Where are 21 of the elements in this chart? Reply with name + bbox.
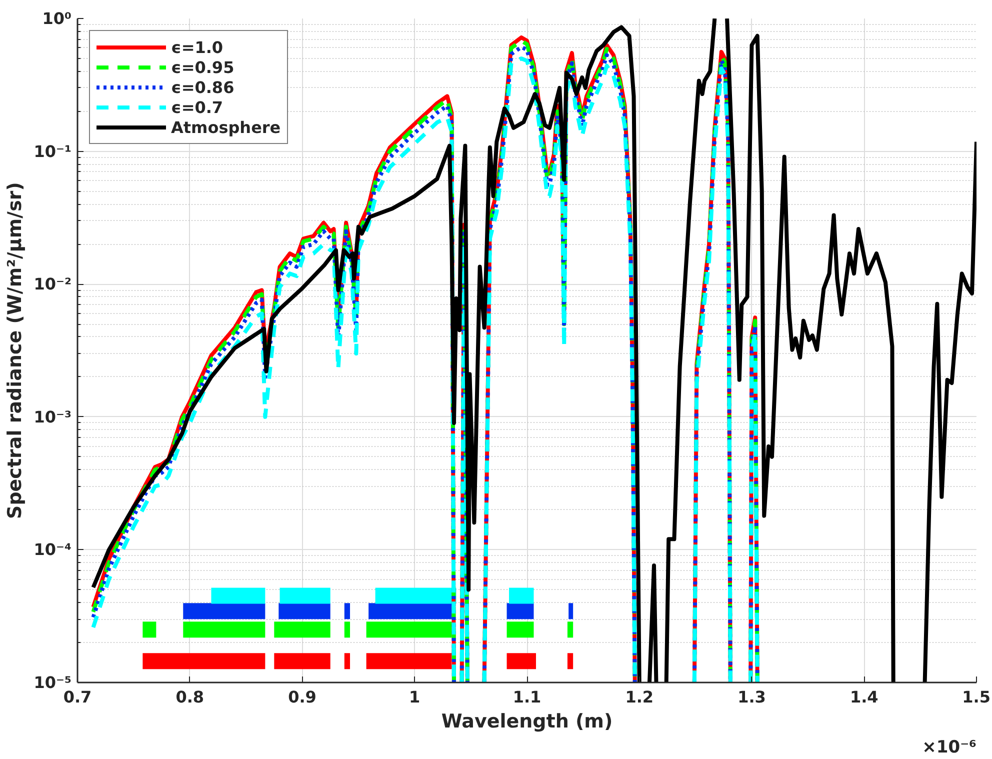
x-tick-label: 1.1 bbox=[512, 688, 542, 706]
y-tick-label: 10⁻³ bbox=[34, 407, 72, 426]
legend-label: ϵ=0.7 bbox=[171, 98, 224, 116]
text: ×10⁻⁶ bbox=[922, 738, 977, 758]
x-axis-title: Wavelength (m) bbox=[441, 710, 613, 732]
legend-label: ϵ=0.86 bbox=[171, 78, 234, 96]
y-tick-label: 10⁻¹ bbox=[34, 142, 72, 161]
x-tick-label: 1.3 bbox=[738, 688, 766, 706]
x-tick-label: 0.8 bbox=[176, 688, 204, 706]
x-tick-label: 1.2 bbox=[625, 688, 654, 706]
legend-label: ϵ=0.95 bbox=[171, 58, 234, 76]
legend-label: ϵ=1.0 bbox=[171, 38, 224, 56]
legend-label: Atmosphere bbox=[171, 118, 281, 136]
y-tick-label: 10⁻² bbox=[34, 274, 72, 294]
y-axis-title: Spectral radiance (W/m²/μm/sr) bbox=[4, 182, 26, 519]
x-tick-label: 1 bbox=[409, 688, 420, 706]
x-tick-label: 0.9 bbox=[288, 688, 316, 706]
y-tick-label: 10⁻⁴ bbox=[34, 540, 72, 560]
x-tick-label: 1.4 bbox=[850, 688, 878, 706]
x-tick-label: 1.5 bbox=[962, 688, 990, 706]
y-tick-label: 10⁰ bbox=[42, 9, 72, 28]
